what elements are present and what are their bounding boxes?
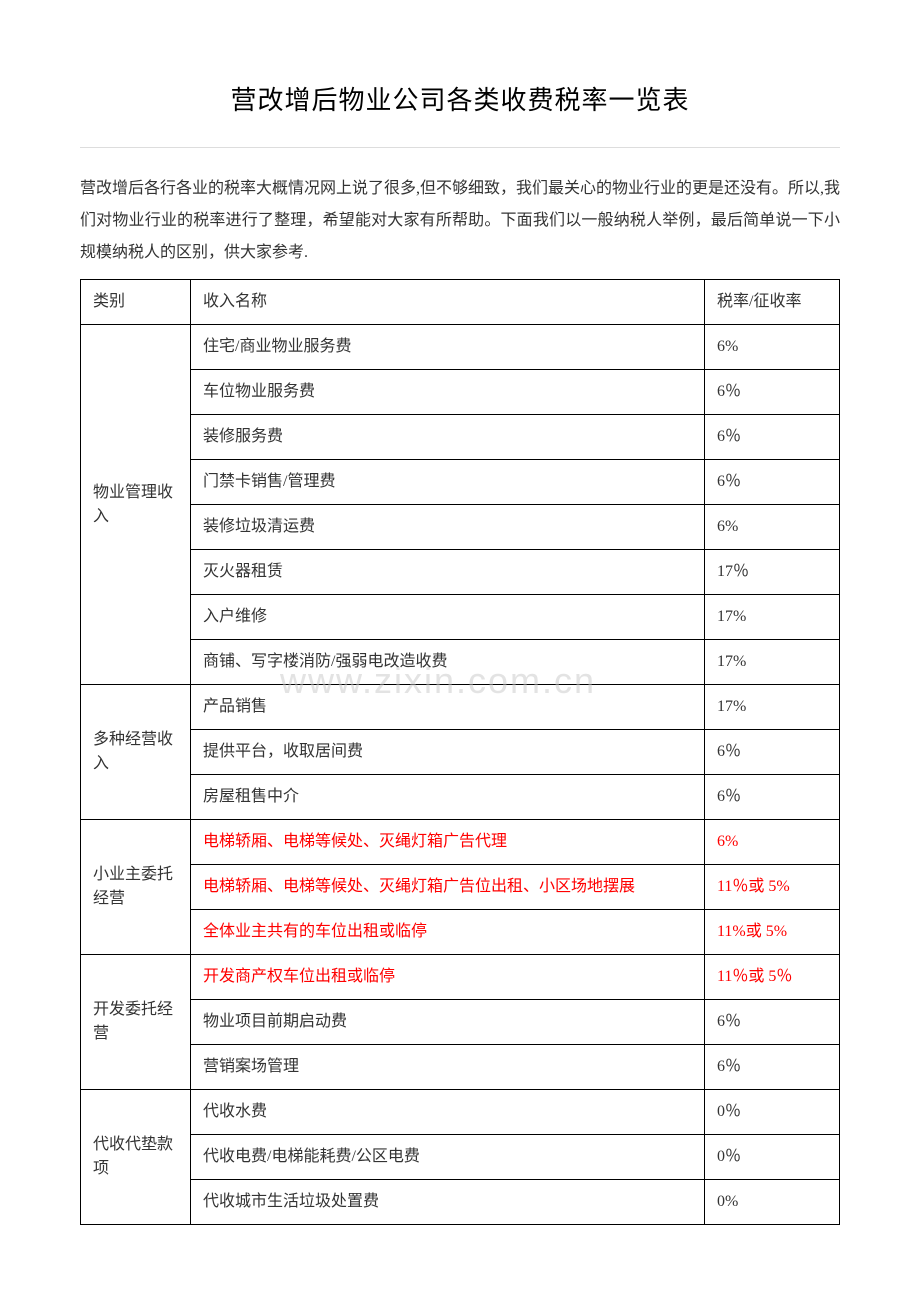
income-name-cell: 提供平台，收取居间费 bbox=[191, 730, 705, 775]
income-name-cell: 代收城市生活垃圾处置费 bbox=[191, 1180, 705, 1225]
rate-cell: 0％ bbox=[705, 1135, 840, 1180]
table-row: 装修服务费6％ bbox=[81, 415, 840, 460]
category-cell: 小业主委托经营 bbox=[81, 820, 191, 955]
header-category: 类别 bbox=[81, 280, 191, 325]
income-name-cell: 商铺、写字楼消防/强弱电改造收费 bbox=[191, 640, 705, 685]
income-name-cell: 门禁卡销售/管理费 bbox=[191, 460, 705, 505]
income-name-cell: 车位物业服务费 bbox=[191, 370, 705, 415]
table-row: 代收城市生活垃圾处置费0% bbox=[81, 1180, 840, 1225]
rate-cell: 11％或 5％ bbox=[705, 955, 840, 1000]
income-name-cell: 营销案场管理 bbox=[191, 1045, 705, 1090]
income-name-cell: 灭火器租赁 bbox=[191, 550, 705, 595]
rate-cell: 6% bbox=[705, 820, 840, 865]
rate-cell: 6％ bbox=[705, 1000, 840, 1045]
title-divider bbox=[80, 147, 840, 148]
rate-cell: 11％或 5% bbox=[705, 865, 840, 910]
header-name: 收入名称 bbox=[191, 280, 705, 325]
income-name-cell: 房屋租售中介 bbox=[191, 775, 705, 820]
income-name-cell: 代收电费/电梯能耗费/公区电费 bbox=[191, 1135, 705, 1180]
tax-rate-table: 类别收入名称税率/征收率物业管理收入住宅/商业物业服务费6%车位物业服务费6％装… bbox=[80, 279, 840, 1225]
table-row: 车位物业服务费6％ bbox=[81, 370, 840, 415]
income-name-cell: 装修服务费 bbox=[191, 415, 705, 460]
rate-cell: 6％ bbox=[705, 460, 840, 505]
table-header-row: 类别收入名称税率/征收率 bbox=[81, 280, 840, 325]
table-row: 门禁卡销售/管理费6％ bbox=[81, 460, 840, 505]
table-row: 物业项目前期启动费6％ bbox=[81, 1000, 840, 1045]
table-row: 提供平台，收取居间费6％ bbox=[81, 730, 840, 775]
category-cell: 代收代垫款项 bbox=[81, 1090, 191, 1225]
table-row: 开发委托经营开发商产权车位出租或临停11％或 5％ bbox=[81, 955, 840, 1000]
category-cell: 开发委托经营 bbox=[81, 955, 191, 1090]
intro-paragraph: 营改增后各行各业的税率大概情况网上说了很多,但不够细致，我们最关心的物业行业的更… bbox=[80, 173, 840, 269]
table-row: 营销案场管理6％ bbox=[81, 1045, 840, 1090]
income-name-cell: 装修垃圾清运费 bbox=[191, 505, 705, 550]
rate-cell: 6％ bbox=[705, 370, 840, 415]
income-name-cell: 入户维修 bbox=[191, 595, 705, 640]
category-cell: 物业管理收入 bbox=[81, 325, 191, 685]
income-name-cell: 住宅/商业物业服务费 bbox=[191, 325, 705, 370]
table-row: 灭火器租赁17％ bbox=[81, 550, 840, 595]
page-title: 营改增后物业公司各类收费税率一览表 bbox=[80, 80, 840, 117]
rate-cell: 0% bbox=[705, 1180, 840, 1225]
rate-cell: 6% bbox=[705, 325, 840, 370]
table-row: 小业主委托经营电梯轿厢、电梯等候处、灭绳灯箱广告代理6% bbox=[81, 820, 840, 865]
rate-cell: 0％ bbox=[705, 1090, 840, 1135]
header-rate: 税率/征收率 bbox=[705, 280, 840, 325]
income-name-cell: 电梯轿厢、电梯等候处、灭绳灯箱广告位出租、小区场地摆展 bbox=[191, 865, 705, 910]
rate-cell: 17％ bbox=[705, 550, 840, 595]
table-row: 装修垃圾清运费6% bbox=[81, 505, 840, 550]
rate-cell: 6% bbox=[705, 505, 840, 550]
income-name-cell: 物业项目前期启动费 bbox=[191, 1000, 705, 1045]
table-row: 入户维修17% bbox=[81, 595, 840, 640]
table-row: 多种经营收入产品销售17% bbox=[81, 685, 840, 730]
rate-cell: 17% bbox=[705, 640, 840, 685]
income-name-cell: 全体业主共有的车位出租或临停 bbox=[191, 910, 705, 955]
table-row: 房屋租售中介6％ bbox=[81, 775, 840, 820]
table-row: 全体业主共有的车位出租或临停11%或 5% bbox=[81, 910, 840, 955]
table-row: 代收代垫款项代收水费0％ bbox=[81, 1090, 840, 1135]
rate-cell: 17% bbox=[705, 595, 840, 640]
rate-cell: 6％ bbox=[705, 415, 840, 460]
rate-cell: 11%或 5% bbox=[705, 910, 840, 955]
rate-cell: 6％ bbox=[705, 775, 840, 820]
category-cell: 多种经营收入 bbox=[81, 685, 191, 820]
table-row: 物业管理收入住宅/商业物业服务费6% bbox=[81, 325, 840, 370]
table-row: 代收电费/电梯能耗费/公区电费0％ bbox=[81, 1135, 840, 1180]
table-row: 商铺、写字楼消防/强弱电改造收费17% bbox=[81, 640, 840, 685]
rate-cell: 17% bbox=[705, 685, 840, 730]
income-name-cell: 产品销售 bbox=[191, 685, 705, 730]
income-name-cell: 代收水费 bbox=[191, 1090, 705, 1135]
rate-cell: 6％ bbox=[705, 1045, 840, 1090]
income-name-cell: 开发商产权车位出租或临停 bbox=[191, 955, 705, 1000]
rate-cell: 6％ bbox=[705, 730, 840, 775]
income-name-cell: 电梯轿厢、电梯等候处、灭绳灯箱广告代理 bbox=[191, 820, 705, 865]
table-row: 电梯轿厢、电梯等候处、灭绳灯箱广告位出租、小区场地摆展11％或 5% bbox=[81, 865, 840, 910]
